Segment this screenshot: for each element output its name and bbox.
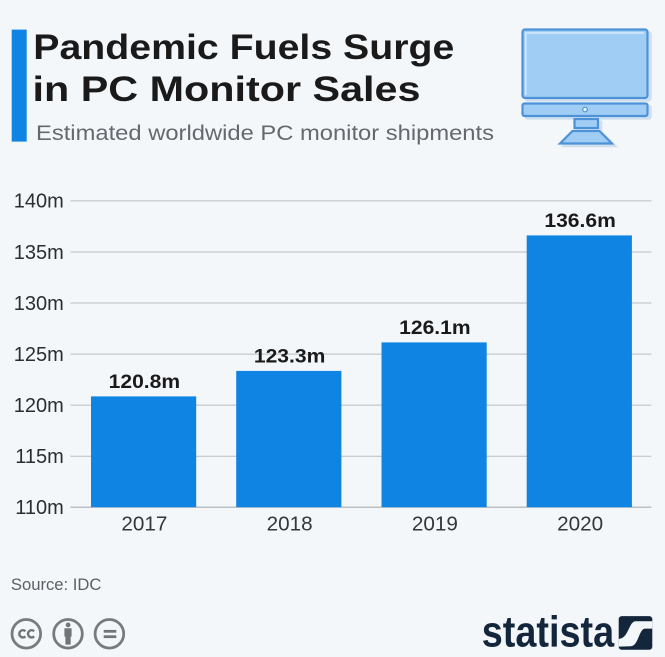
svg-text:2019: 2019 — [412, 513, 458, 535]
svg-text:120.8m: 120.8m — [109, 371, 181, 393]
svg-text:Estimated worldwide PC monitor: Estimated worldwide PC monitor shipments — [36, 121, 494, 145]
svg-text:in PC Monitor Sales: in PC Monitor Sales — [33, 70, 421, 109]
svg-text:125m: 125m — [14, 344, 64, 366]
svg-text:140m: 140m — [14, 191, 64, 213]
svg-text:Pandemic Fuels Surge: Pandemic Fuels Surge — [33, 28, 454, 67]
svg-text:2018: 2018 — [267, 513, 313, 535]
svg-text:126.1m: 126.1m — [399, 317, 471, 339]
svg-text:130m: 130m — [14, 293, 64, 315]
svg-text:135m: 135m — [14, 242, 64, 264]
svg-text:2017: 2017 — [121, 513, 167, 535]
svg-text:2020: 2020 — [557, 513, 603, 535]
svg-text:120m: 120m — [14, 395, 64, 417]
svg-text:statista: statista — [482, 609, 615, 657]
svg-text:136.6m: 136.6m — [544, 210, 616, 232]
svg-text:Source: IDC: Source: IDC — [11, 576, 102, 594]
svg-text:115m: 115m — [15, 446, 64, 468]
svg-text:110m: 110m — [15, 497, 64, 519]
svg-text:123.3m: 123.3m — [254, 345, 326, 367]
